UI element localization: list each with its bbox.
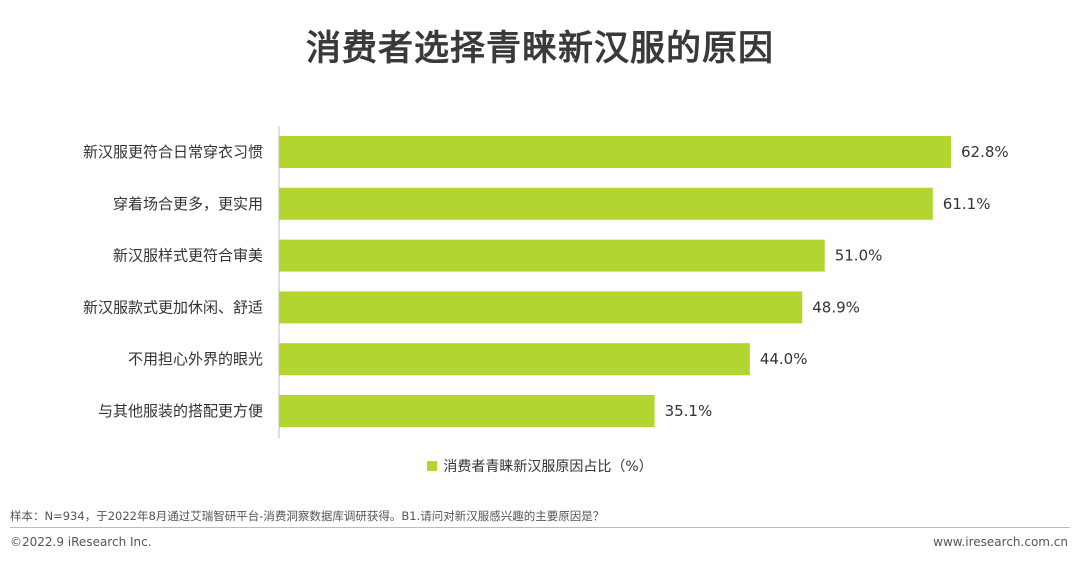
bar bbox=[279, 343, 750, 376]
bar bbox=[279, 239, 825, 272]
category-label: 新汉服更符合日常穿衣习惯 bbox=[83, 143, 263, 161]
value-label: 48.9% bbox=[812, 298, 860, 316]
category-label: 新汉服样式更符合审美 bbox=[113, 247, 263, 265]
legend-label: 消费者青睐新汉服原因占比（%） bbox=[443, 459, 653, 475]
source-note: 样本：N=934，于2022年8月通过艾瑞智研平台-消费洞察数据库调研获得。B1… bbox=[10, 509, 605, 523]
value-label: 44.0% bbox=[760, 350, 808, 368]
bar bbox=[279, 291, 803, 324]
footer-divider bbox=[10, 527, 1070, 528]
category-label: 与其他服装的搭配更方便 bbox=[98, 402, 263, 420]
legend-swatch bbox=[427, 461, 438, 471]
bar bbox=[279, 136, 951, 168]
copyright-text: ©2022.9 iResearch Inc. bbox=[10, 535, 152, 549]
bar bbox=[279, 395, 655, 427]
category-label: 新汉服款式更加休闲、舒适 bbox=[83, 298, 263, 316]
value-label: 51.0% bbox=[835, 247, 883, 265]
category-label: 不用担心外界的眼光 bbox=[128, 350, 263, 368]
bar-chart: 新汉服更符合日常穿衣习惯 62.8% 穿着场合更多，更实用 61.1% 新汉服样式更符合… bbox=[83, 126, 1009, 438]
value-label: 61.1% bbox=[943, 195, 991, 213]
value-label: 35.1% bbox=[665, 402, 713, 420]
chart-title: 消费者选择青睐新汉服的原因 bbox=[305, 29, 774, 69]
website-text: www.iresearch.com.cn bbox=[933, 535, 1068, 549]
bar bbox=[279, 187, 933, 220]
category-label: 穿着场合更多，更实用 bbox=[113, 195, 263, 213]
value-label: 62.8% bbox=[961, 143, 1009, 161]
chart-legend: 消费者青睐新汉服原因占比（%） bbox=[0, 456, 1080, 476]
